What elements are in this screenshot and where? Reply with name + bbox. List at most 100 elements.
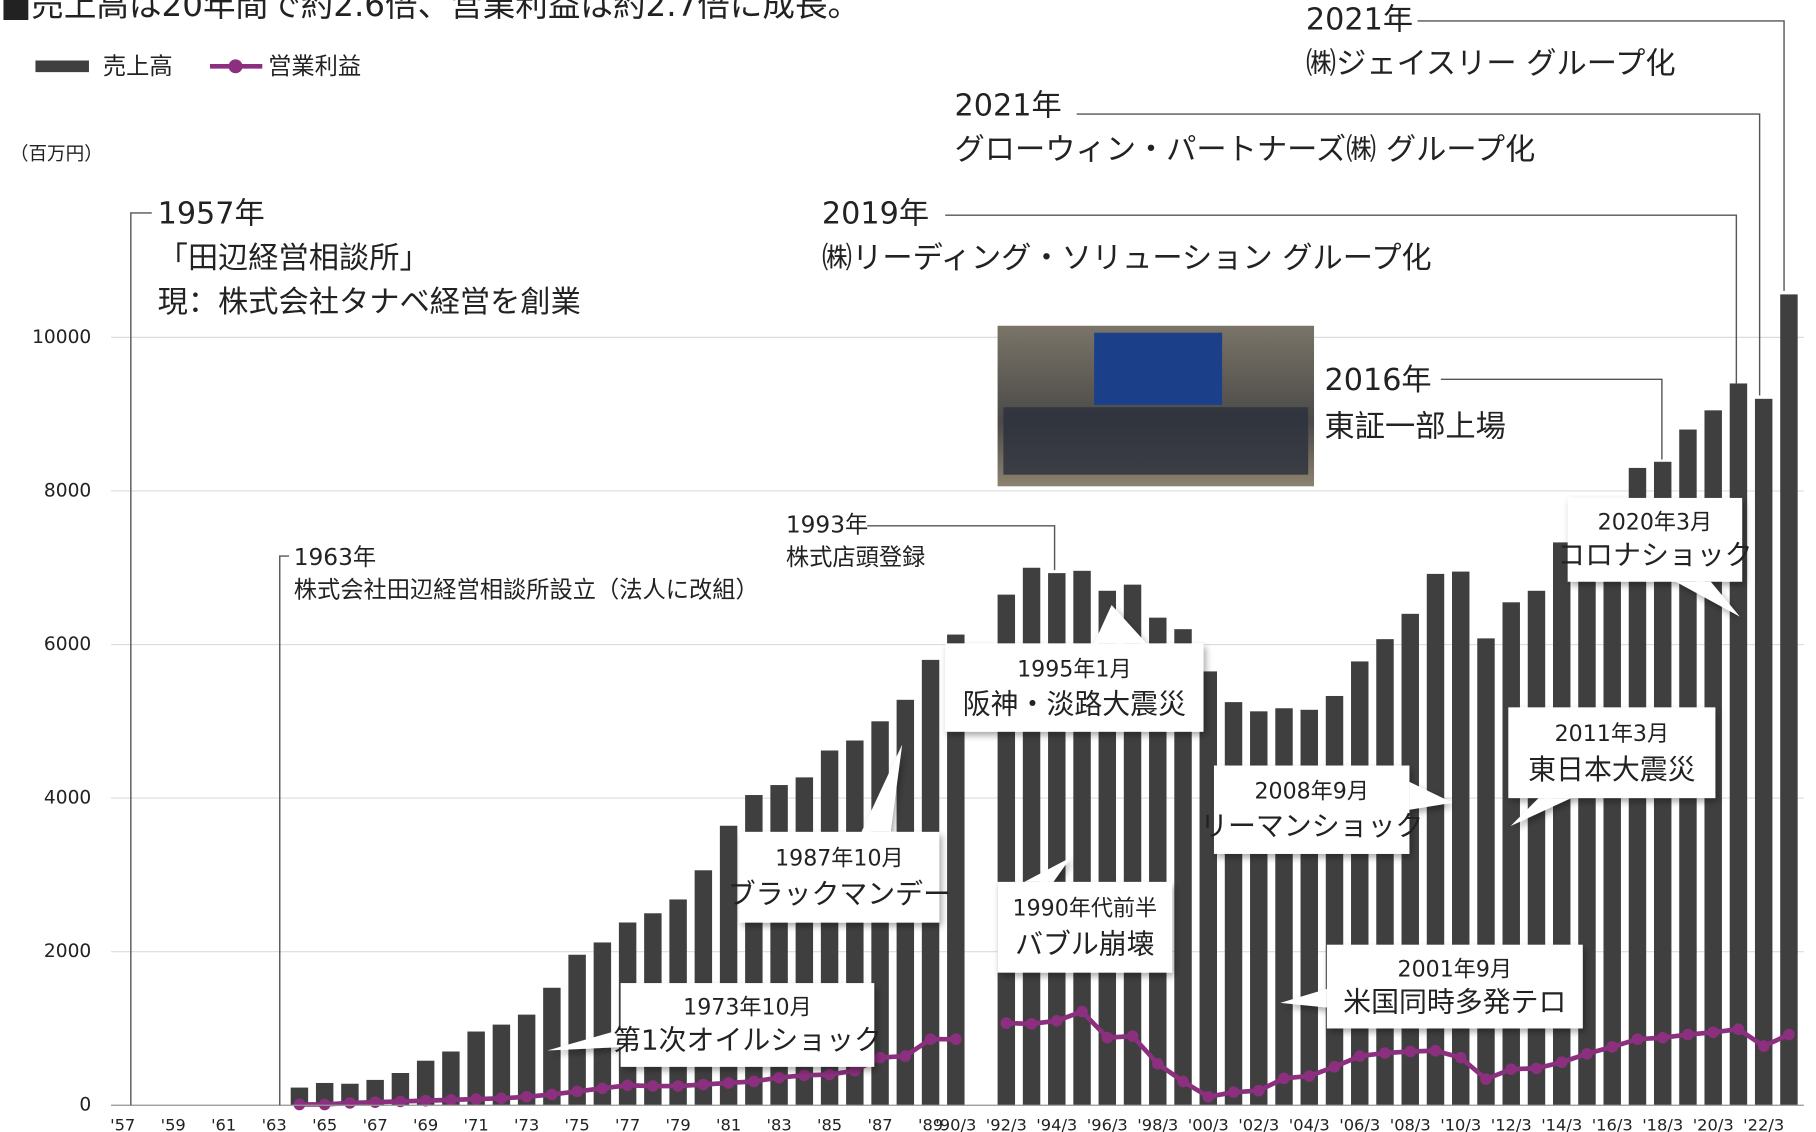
x-tick-label: '00/3 xyxy=(1188,1116,1229,1132)
profit-point xyxy=(1202,1091,1214,1103)
x-tick-label: '04/3 xyxy=(1289,1116,1330,1132)
event-date: 1990年代前半 xyxy=(1013,896,1158,922)
event-name: 阪神・淡路大震災 xyxy=(963,687,1186,720)
event-name: リーマンショック xyxy=(1200,809,1423,842)
x-tick-label: '85 xyxy=(817,1116,842,1132)
profit-point xyxy=(1354,1050,1366,1062)
profit-point xyxy=(1228,1086,1240,1098)
x-tick-label: '71 xyxy=(464,1116,489,1132)
profit-point xyxy=(799,1069,811,1081)
chart: ■売上高は20年間で約2.6倍、営業利益は約2.7倍に成長。 （百万円） 0 20… xyxy=(0,0,1816,1132)
milestone-text: 2021年 xyxy=(1306,2,1413,37)
profit-point xyxy=(597,1083,609,1095)
leader-line xyxy=(131,213,152,1105)
bar xyxy=(1477,638,1494,1105)
x-tick-label: '96/3 xyxy=(1087,1116,1128,1132)
event-name: バブル崩壊 xyxy=(1015,927,1155,960)
x-tick-label: '87 xyxy=(867,1116,892,1132)
event-name: ブラックマンデー xyxy=(728,877,951,910)
profit-point xyxy=(344,1097,356,1109)
x-tick-label: '16/3 xyxy=(1592,1116,1633,1132)
bar xyxy=(543,988,560,1105)
profit-point xyxy=(1430,1045,1442,1057)
x-tick-label: '92/3 xyxy=(986,1116,1027,1132)
profit-point xyxy=(1632,1033,1644,1045)
x-tick-label: '65 xyxy=(312,1116,337,1132)
x-tick-label: '75 xyxy=(565,1116,590,1132)
bar xyxy=(1200,671,1217,1105)
page: {"chart_data": { "type": "bar", "title":… xyxy=(0,0,1816,1132)
bar xyxy=(1730,383,1747,1105)
x-tick-label: '77 xyxy=(615,1116,640,1132)
profit-point xyxy=(1682,1029,1694,1041)
legend-label: 売上高 xyxy=(103,53,173,80)
event-date: 2011年3月 xyxy=(1555,721,1669,747)
milestone-text: 株式会社田辺経営相談所設立（法人に改組） xyxy=(294,577,759,604)
profit-point xyxy=(369,1096,381,1108)
legend-swatch xyxy=(229,59,243,73)
profit-point xyxy=(319,1099,331,1111)
milestone-text: 現：株式会社タナベ経営を創業 xyxy=(158,285,581,320)
profit-point xyxy=(1253,1085,1265,1097)
legend-label: 営業利益 xyxy=(268,53,361,80)
bar xyxy=(568,955,585,1105)
bar xyxy=(1225,702,1242,1105)
x-tick-label: '57 xyxy=(110,1116,135,1132)
profit-point xyxy=(824,1069,836,1081)
event-date: 1987年10月 xyxy=(775,846,904,872)
profit-point xyxy=(1581,1048,1593,1060)
x-tick-label: '22/3 xyxy=(1743,1116,1784,1132)
profit-point xyxy=(521,1091,533,1103)
profit-point xyxy=(1556,1056,1568,1068)
x-tick-label: '18/3 xyxy=(1642,1116,1683,1132)
x-tick-label: '90/3 xyxy=(935,1116,976,1132)
bar xyxy=(1503,602,1520,1105)
unit-label: （百万円） xyxy=(10,144,103,165)
y-tick-label: 0 xyxy=(79,1095,91,1116)
event-name: 東日本大震災 xyxy=(1528,753,1695,786)
y-tick-label: 8000 xyxy=(44,480,91,501)
bar xyxy=(1780,294,1797,1105)
x-tick-label: '08/3 xyxy=(1390,1116,1431,1132)
profit-point xyxy=(1404,1046,1416,1058)
profit-point xyxy=(672,1080,684,1092)
profit-point xyxy=(1101,1032,1113,1044)
profit-point xyxy=(571,1086,583,1098)
x-tick-label: '98/3 xyxy=(1137,1116,1178,1132)
profit-point xyxy=(1026,1018,1038,1030)
event-date: 2020年3月 xyxy=(1598,510,1712,536)
x-tick-label: '06/3 xyxy=(1339,1116,1380,1132)
profit-point xyxy=(900,1050,912,1062)
legend-swatch xyxy=(35,60,89,72)
x-tick-label: '73 xyxy=(514,1116,539,1132)
profit-point xyxy=(1127,1030,1139,1042)
profit-point xyxy=(470,1093,482,1105)
milestone-text: グローウィン・パートナーズ㈱ グループ化 xyxy=(955,133,1536,168)
milestone-text: 1957年 xyxy=(158,197,265,232)
x-tick-label: '81 xyxy=(716,1116,741,1132)
x-tick-label: '69 xyxy=(413,1116,438,1132)
profit-point xyxy=(1152,1058,1164,1070)
milestone-text: 1993年 xyxy=(786,511,868,538)
chart-title: ■売上高は20年間で約2.6倍、営業利益は約2.7倍に成長。 xyxy=(1,0,861,24)
x-tick-label: '83 xyxy=(767,1116,792,1132)
bar xyxy=(1603,499,1620,1106)
profit-point xyxy=(1076,1006,1088,1018)
leader-line xyxy=(280,556,289,1105)
milestone-text: 東証一部上場 xyxy=(1325,410,1506,445)
profit-point xyxy=(1329,1061,1341,1073)
event-date: 2008年9月 xyxy=(1254,779,1368,805)
x-tick-label: '12/3 xyxy=(1491,1116,1532,1132)
bar xyxy=(1376,639,1393,1105)
profit-point xyxy=(1000,1017,1012,1029)
profit-point xyxy=(294,1099,306,1111)
photo xyxy=(998,326,1314,487)
x-tick-label: '94/3 xyxy=(1036,1116,1077,1132)
event-date: 2001年9月 xyxy=(1398,956,1512,982)
milestone-text: ㈱ジェイスリー グループ化 xyxy=(1306,47,1676,82)
profit-point xyxy=(1480,1073,1492,1085)
profit-point xyxy=(546,1089,558,1101)
profit-point xyxy=(647,1080,659,1092)
x-tick-label: '59 xyxy=(161,1116,186,1132)
y-tick-label: 6000 xyxy=(44,634,91,655)
